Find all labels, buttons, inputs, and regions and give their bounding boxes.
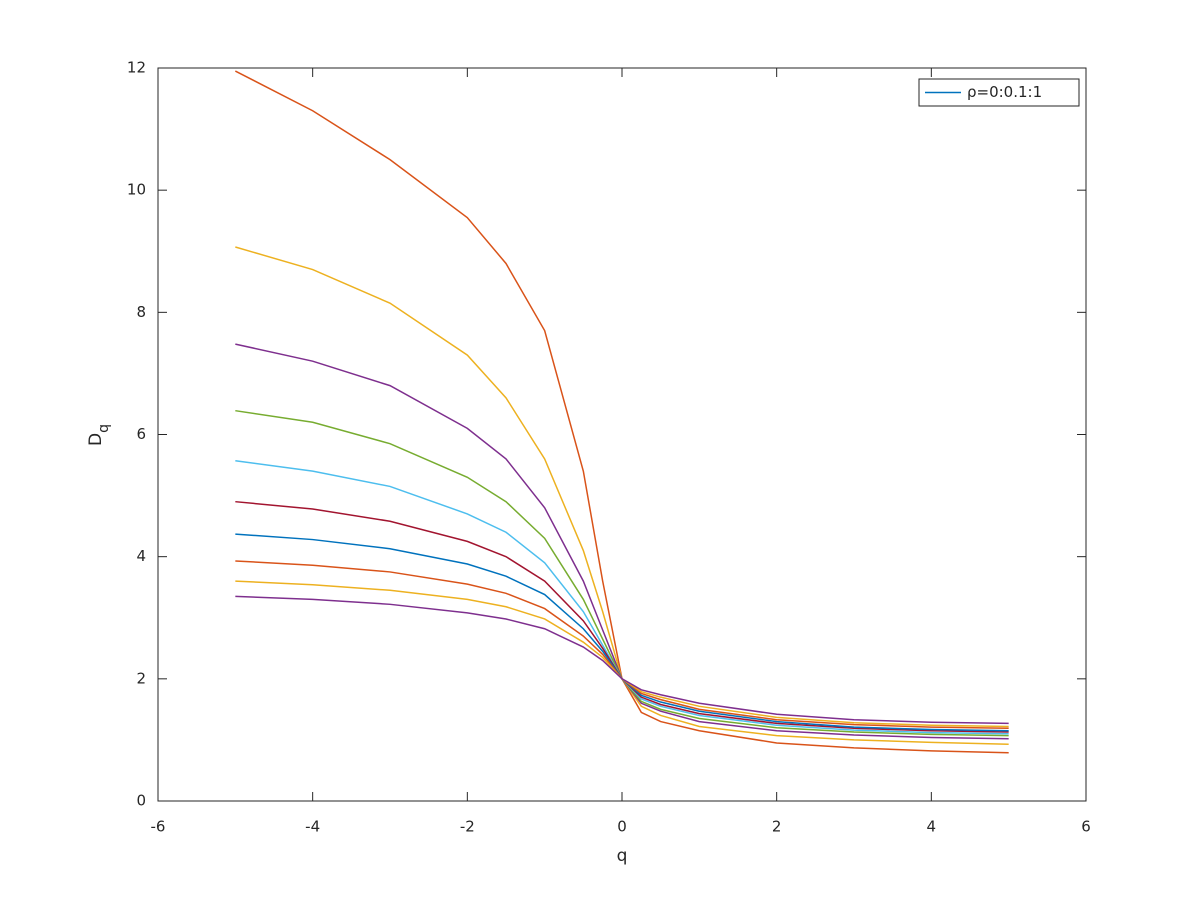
y-tick-label: 12	[127, 59, 146, 77]
x-tick-label: 4	[927, 818, 937, 836]
series-line	[235, 500, 1009, 733]
x-tick-label: 2	[772, 818, 782, 836]
series-line	[235, 580, 1009, 728]
legend-label: ρ=0:0.1:1	[967, 83, 1042, 101]
plot-area	[157, 67, 1087, 802]
y-axis-label: Dq	[86, 424, 112, 446]
series-line	[235, 533, 1009, 732]
y-tick-label: 6	[136, 425, 146, 443]
x-tick-label: 6	[1081, 818, 1091, 836]
y-tick-label: 2	[136, 669, 146, 687]
series-line	[235, 460, 1009, 735]
y-tick-label: 10	[127, 181, 146, 199]
series-line	[235, 560, 1009, 730]
series-line	[235, 246, 1009, 745]
y-axis-label-base: D	[86, 433, 106, 446]
series-line	[234, 70, 1009, 754]
x-tick-label: -4	[305, 818, 320, 836]
x-axis-label: q	[617, 846, 628, 866]
x-tick-label: 0	[617, 818, 627, 836]
y-tick-label: 0	[136, 792, 146, 810]
y-axis-label-subscript: q	[96, 424, 112, 433]
series-line	[235, 343, 1009, 740]
y-tick-label: 8	[136, 303, 146, 321]
x-tick-label: -2	[460, 818, 475, 836]
y-tick-label: 4	[136, 547, 146, 565]
series-line	[235, 595, 1009, 725]
series-line	[235, 409, 1009, 737]
x-tick-label: -6	[151, 818, 166, 836]
